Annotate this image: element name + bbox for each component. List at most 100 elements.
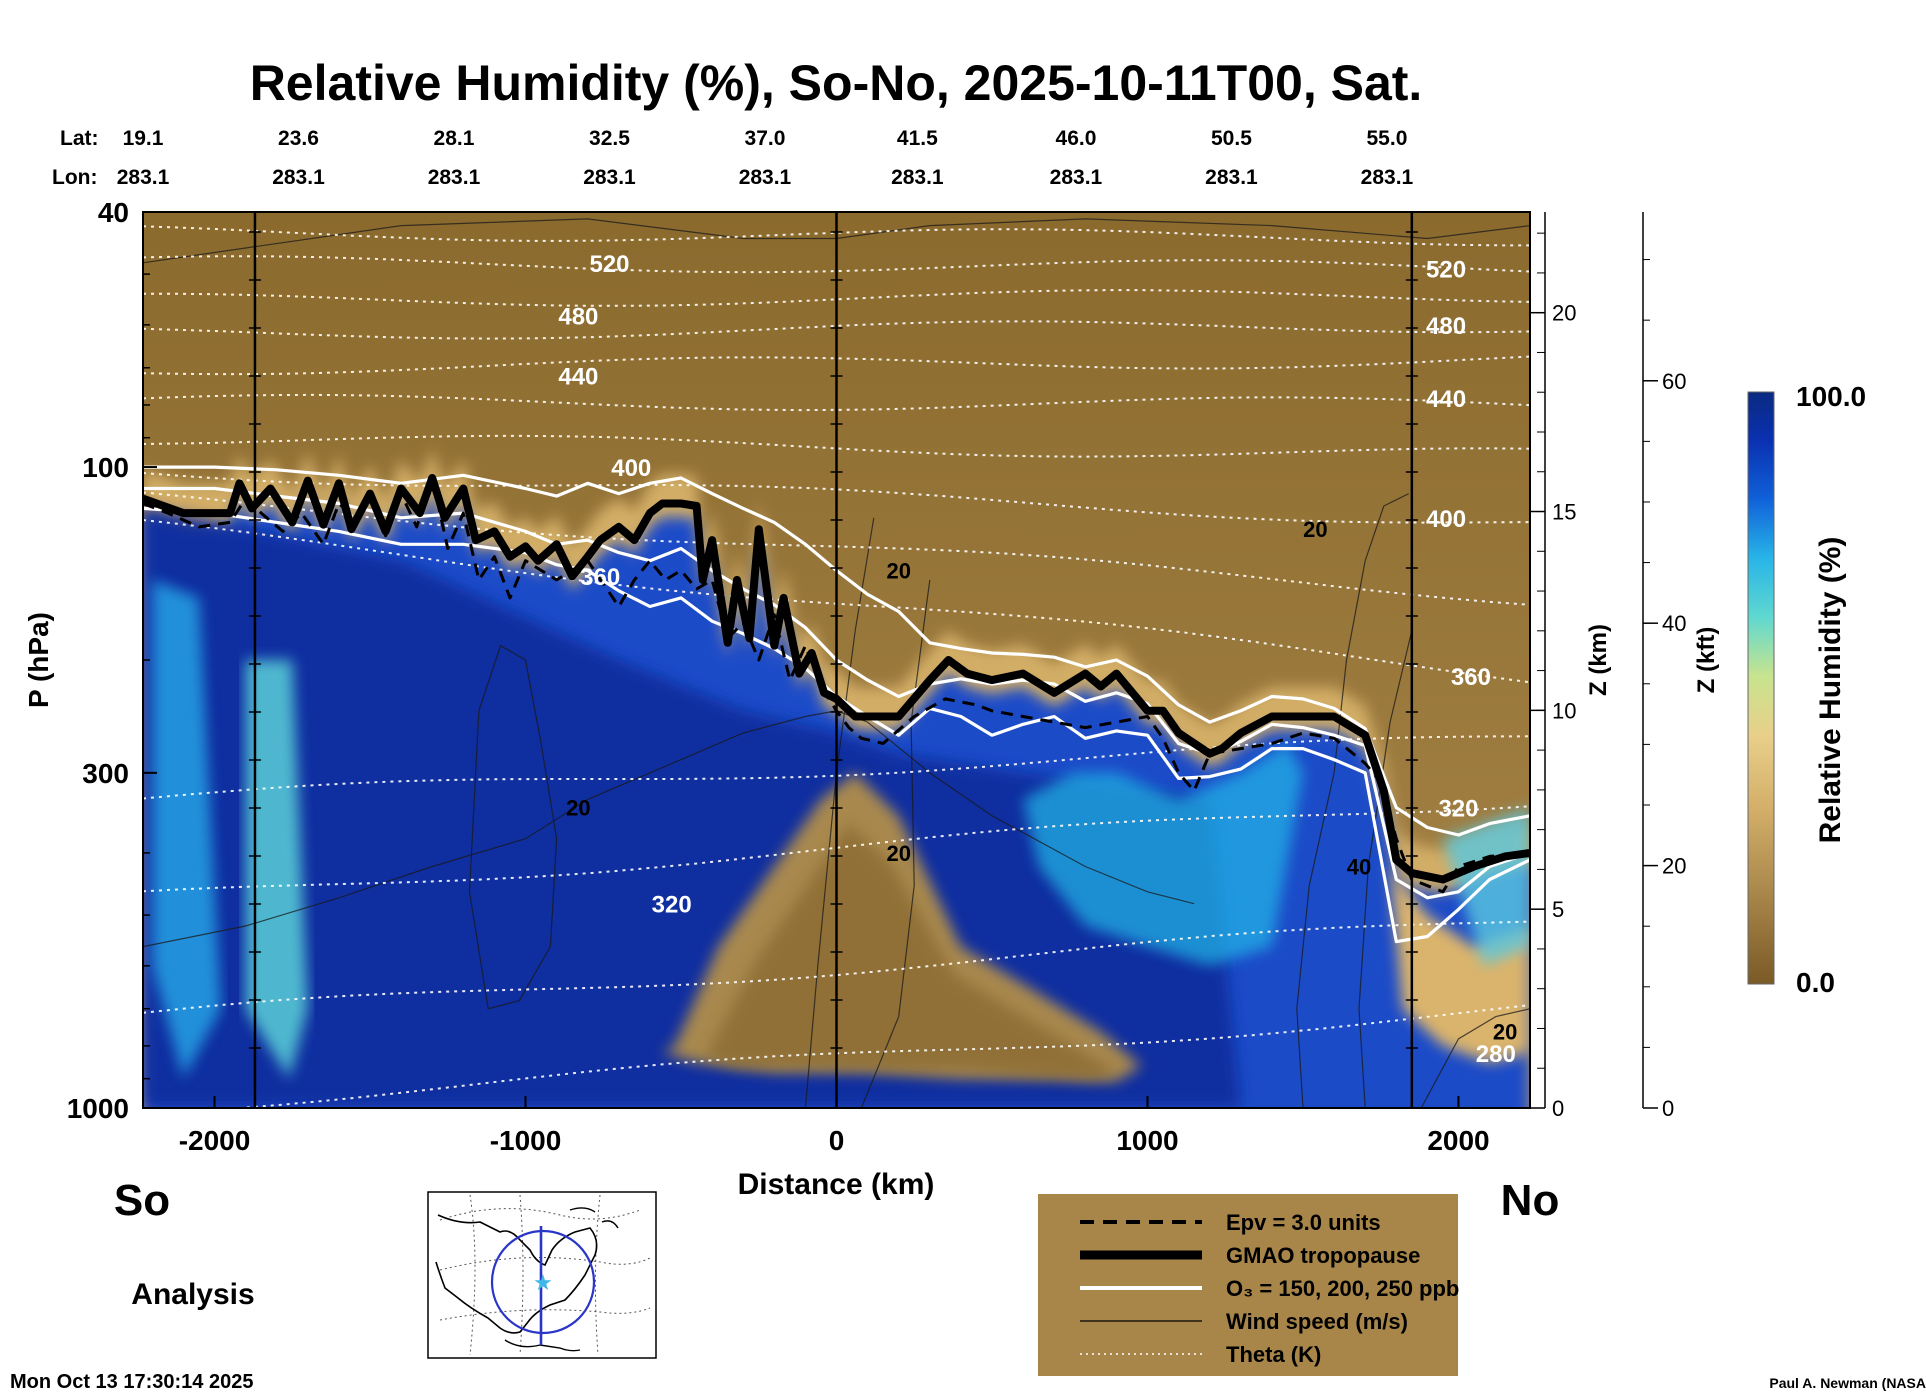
theta-label: 320 bbox=[652, 892, 692, 919]
lon-value: 283.1 bbox=[583, 166, 636, 189]
y-tick-label: 300 bbox=[82, 758, 129, 789]
z-km-tick-label: 0 bbox=[1552, 1096, 1564, 1121]
lat-value: 37.0 bbox=[745, 127, 786, 150]
moist-filaments bbox=[1023, 743, 1303, 966]
analysis-label: Analysis bbox=[131, 1278, 254, 1311]
x-axis: -2000 -1000 0 1000 2000 bbox=[179, 1096, 1490, 1156]
south-label: So bbox=[114, 1176, 170, 1225]
legend-label: Wind speed (m/s) bbox=[1226, 1309, 1408, 1334]
lat-value: 55.0 bbox=[1367, 127, 1408, 150]
lon-value: 283.1 bbox=[1205, 166, 1258, 189]
colorbar-label: Relative Humidity (%) bbox=[1814, 537, 1847, 844]
x-tick-label: 2000 bbox=[1427, 1125, 1489, 1156]
z-km-tick-label: 20 bbox=[1552, 301, 1576, 326]
y-tick-label: 1000 bbox=[67, 1093, 129, 1124]
z-kft-axis-label: Z (kft) bbox=[1693, 627, 1720, 694]
theta-label: 480 bbox=[558, 303, 598, 330]
theta-label: 280 bbox=[1476, 1041, 1516, 1068]
timestamp: Mon Oct 13 17:30:14 2025 bbox=[10, 1371, 253, 1393]
wind-contour bbox=[468, 644, 558, 1010]
theta-label: 520 bbox=[589, 251, 629, 278]
x-axis-label: Distance (km) bbox=[738, 1168, 935, 1201]
moist-column-2 bbox=[152, 579, 221, 1079]
wind-label: 20 bbox=[886, 558, 910, 583]
north-dry-patch bbox=[1390, 866, 1530, 1063]
colorbar bbox=[1747, 391, 1775, 985]
z-kft-tick-label: 60 bbox=[1662, 369, 1686, 394]
theta-label: 400 bbox=[1426, 506, 1466, 533]
wind-label: 40 bbox=[1347, 855, 1371, 880]
wind-contour bbox=[1358, 630, 1413, 1108]
lon-value: 283.1 bbox=[891, 166, 944, 189]
wind-contour bbox=[1420, 1008, 1530, 1108]
theta-label: 440 bbox=[558, 364, 598, 391]
z-kft-axis: 0 20 40 60 bbox=[1642, 212, 1686, 1121]
z-kft-tick-label: 40 bbox=[1662, 611, 1686, 636]
lat-value: 50.5 bbox=[1211, 127, 1252, 150]
z-kft-tick-label: 20 bbox=[1662, 854, 1686, 879]
x-tick-label: 1000 bbox=[1116, 1125, 1178, 1156]
location-map: ★ bbox=[427, 1191, 657, 1359]
lat-lon-labels: Lat: Lon: 19.1 283.1 23.6 283.1 28.1 283.1 32.5 2… bbox=[52, 127, 1414, 189]
wind-label: 20 bbox=[566, 796, 590, 821]
theta-label: 360 bbox=[580, 564, 620, 591]
wind-label: 20 bbox=[886, 841, 910, 866]
x-tick-label: 0 bbox=[829, 1125, 845, 1156]
ozone-contour bbox=[143, 465, 1530, 837]
lat-value: 46.0 bbox=[1056, 127, 1097, 150]
z-km-tick-label: 5 bbox=[1552, 897, 1564, 922]
lat-value: 23.6 bbox=[278, 127, 319, 150]
dry-core bbox=[705, 823, 1117, 1079]
z-kft-tick-label: 0 bbox=[1662, 1096, 1674, 1121]
z-km-tick-label: 10 bbox=[1552, 698, 1576, 723]
wind-label: 20 bbox=[1493, 1020, 1517, 1045]
legend-label: Epv = 3.0 units bbox=[1226, 1210, 1381, 1235]
tropopause bbox=[143, 474, 1530, 884]
lon-value: 283.1 bbox=[1361, 166, 1414, 189]
x-tick-label: -2000 bbox=[179, 1125, 251, 1156]
lat-value: 19.1 bbox=[123, 127, 164, 150]
plot-area: 5204804404003603205204804404003603202802… bbox=[143, 212, 1530, 1108]
lat-label: Lat: bbox=[60, 127, 99, 150]
contour-labels: 5204804404003603205204804404003603202802… bbox=[558, 251, 1517, 1068]
legend-label: GMAO tropopause bbox=[1226, 1243, 1420, 1268]
wind-contour bbox=[860, 579, 931, 1108]
lat-value: 28.1 bbox=[434, 127, 475, 150]
y-tick-label: 40 bbox=[98, 197, 129, 228]
x-tick-label: -1000 bbox=[490, 1125, 562, 1156]
chart-title: Relative Humidity (%), So-No, 2025-10-11… bbox=[250, 55, 1423, 111]
north-label: No bbox=[1501, 1176, 1560, 1225]
y-tick-label: 100 bbox=[82, 452, 129, 483]
theta-label: 400 bbox=[611, 455, 651, 482]
y-axis-label: P (hPa) bbox=[23, 612, 54, 708]
north-moist-patch bbox=[1442, 807, 1530, 966]
moist-column-1 bbox=[245, 660, 308, 1079]
legend-label: Theta (K) bbox=[1226, 1342, 1321, 1367]
lon-value: 283.1 bbox=[739, 166, 792, 189]
z-km-tick-label: 15 bbox=[1552, 500, 1576, 525]
z-km-axis: 0 5 10 15 20 bbox=[1530, 212, 1576, 1121]
lon-value: 283.1 bbox=[117, 166, 170, 189]
theta-label: 320 bbox=[1438, 796, 1478, 823]
lat-value: 32.5 bbox=[589, 127, 630, 150]
legend-label: O₃ = 150, 200, 250 ppb bbox=[1226, 1276, 1459, 1301]
wind-contour bbox=[143, 218, 1530, 264]
colorbar-max-label: 100.0 bbox=[1796, 381, 1866, 412]
lon-label: Lon: bbox=[52, 166, 97, 189]
wind-label: 20 bbox=[1303, 517, 1327, 542]
lon-value: 283.1 bbox=[272, 166, 325, 189]
theta-label: 440 bbox=[1426, 386, 1466, 413]
y-axis: 40 100 300 1000 bbox=[67, 197, 157, 1124]
legend: Epv = 3.0 units GMAO tropopause O₃ = 150, … bbox=[1038, 1194, 1459, 1376]
svg-text:★: ★ bbox=[533, 1271, 553, 1296]
lat-value: 41.5 bbox=[897, 127, 938, 150]
theta-label: 480 bbox=[1426, 313, 1466, 340]
theta-label: 520 bbox=[1426, 256, 1466, 283]
lon-value: 283.1 bbox=[428, 166, 481, 189]
theta-label: 360 bbox=[1451, 664, 1491, 691]
tropopause-line bbox=[143, 474, 1530, 884]
section-markers bbox=[248, 212, 1418, 1108]
z-km-axis-label: Z (km) bbox=[1585, 624, 1612, 696]
lon-value: 283.1 bbox=[1050, 166, 1103, 189]
